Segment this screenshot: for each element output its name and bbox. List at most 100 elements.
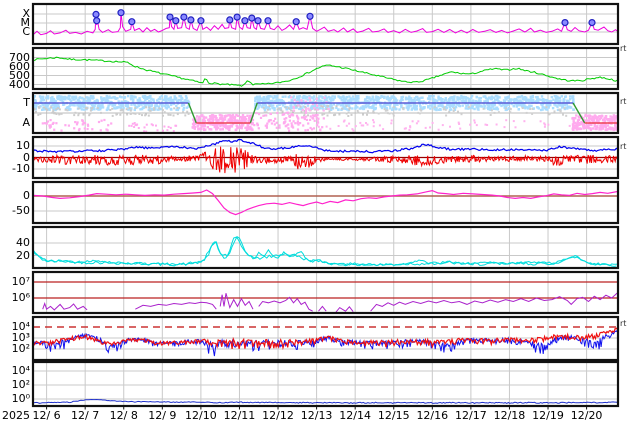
scatter-dot [358,107,362,110]
scatter-dot [507,106,511,110]
scatter-dot [541,108,544,111]
scatter-dot [57,96,61,99]
scatter-dot [433,103,437,106]
scatter-dot [107,124,110,127]
panel-imf-sector-toward-away [33,93,618,133]
scatter-dot [419,100,423,103]
scatter-dot [203,124,206,128]
scatter-dot [83,122,87,125]
scatter-dot [335,106,338,110]
series-line [33,236,618,267]
scatter-dot [496,97,499,101]
scatter-dot [525,111,528,114]
scatter-dot [344,105,347,108]
scatter-dot [451,105,455,108]
scatter-dot [337,102,340,106]
scatter-dot [255,101,259,104]
scatter-dot [262,99,265,102]
scatter-dot [103,118,106,122]
scatter-dot [419,108,422,111]
scatter-dot [83,127,86,130]
scatter-dot [219,124,222,128]
scatter-dot [150,123,153,126]
scatter-dot [539,108,543,112]
scatter-dot [316,119,319,122]
scatter-dot [123,96,127,99]
scatter-dot [99,108,102,111]
scatter-dot [448,108,452,112]
scatter-dot [59,95,62,99]
scatter-dot [505,108,508,111]
scatter-dot [134,123,137,126]
scatter-dot [166,129,169,132]
scatter-dot [348,122,351,125]
scatter-dot [448,110,451,113]
panel-border [31,270,620,315]
scatter-dot [309,126,312,130]
scatter-dot [191,122,195,126]
scatter-dot [144,96,147,100]
scatter-dot [226,125,229,129]
scatter-dot [421,96,424,99]
series-line [187,102,197,124]
scatter-dot [254,103,257,106]
scatter-dot [82,108,86,111]
scatter-dot [300,99,303,102]
scatter-dot [510,102,513,106]
scatter-dot [547,123,550,126]
scatter-dot [495,98,498,102]
scatter-dot [111,104,114,107]
scatter-dot [302,105,305,108]
scatter-dot [200,114,204,117]
scatter-dot [176,107,179,109]
scatter-dot [319,129,322,132]
scatter-dot [489,106,493,109]
scatter-dot [484,96,488,100]
scatter-dot [145,130,148,133]
scatter-dot [422,100,425,103]
scatter-dot [94,100,97,103]
scatter-dot [264,105,268,109]
scatter-dot [284,106,287,109]
scatter-dot [575,114,578,117]
scatter-dot [457,121,460,124]
scatter-dot [39,97,43,100]
scatter-dot [275,95,278,98]
scatter-dot [164,98,167,102]
scatter-dot [431,104,434,107]
scatter-dot [303,114,306,117]
scatter-dot [575,122,579,125]
scatter-dot [114,102,117,106]
scatter-dot [400,96,403,99]
scatter-dot [175,108,178,111]
scatter-dot [41,108,44,111]
scatter-dot [593,122,596,126]
scatter-dot [167,113,170,116]
scatter-dot [592,119,595,123]
scatter-dot [107,106,110,110]
scatter-dot [222,125,225,128]
scatter-dot [56,96,59,99]
scatter-dot [247,119,250,123]
scatter-dot [384,103,388,106]
scatter-dot [379,96,382,99]
scatter-dot [599,116,603,119]
scatter-dot [53,108,56,111]
scatter-dot [82,113,85,116]
scatter-dot [601,118,605,122]
scatter-dot [435,106,438,110]
scatter-dot [418,112,421,115]
scatter-dot [77,114,80,117]
scatter-dot [475,95,478,99]
scatter-dot [486,100,489,103]
scatter-dot [601,127,604,130]
scatter-dot [585,119,589,122]
scatter-dot [583,126,586,130]
scatter-dot [73,127,76,130]
series-line [33,398,618,404]
scatter-dot [409,104,413,107]
scatter-dot [419,104,422,108]
scatter-dot [513,97,516,101]
scatter-dot [291,100,294,103]
scatter-dot [113,95,116,99]
